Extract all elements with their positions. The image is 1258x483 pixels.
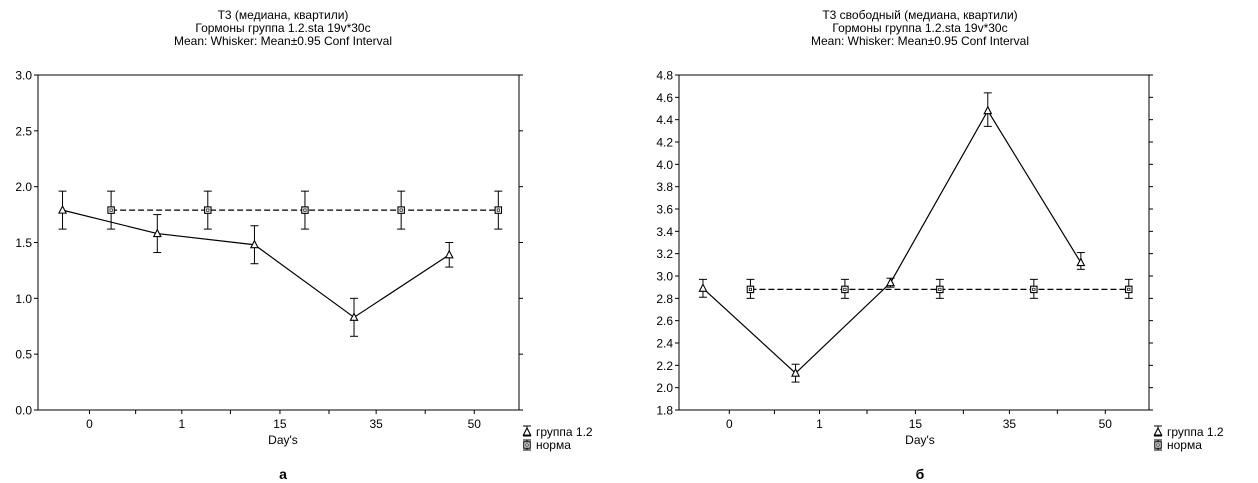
chart-title-line: Mean: Whisker: Mean±0.95 Conf Interval xyxy=(174,34,392,48)
data-point-triangle xyxy=(698,283,708,292)
data-point-triangle xyxy=(983,105,993,115)
data-point-square xyxy=(494,206,503,214)
y-tick-label: 2.2 xyxy=(656,359,673,373)
data-point-triangle xyxy=(58,204,68,214)
x-tick-label: 0 xyxy=(86,417,93,431)
data-point-square xyxy=(936,285,944,294)
y-tick-label: 3.8 xyxy=(656,180,673,194)
data-point-square xyxy=(397,206,405,214)
x-axis-label: Day's xyxy=(268,433,298,447)
y-tick-label: 2.4 xyxy=(656,337,673,351)
y-tick-label: 2.8 xyxy=(656,292,673,306)
chart-title-line: Гормоны группа 1.2.sta 19v*30c xyxy=(195,21,370,35)
data-point-square-inner xyxy=(1032,287,1036,291)
legend-label-group: группа 1.2 xyxy=(1167,425,1224,439)
y-tick-label: 2.5 xyxy=(15,124,32,138)
series-group xyxy=(698,92,1086,383)
data-point-square-inner xyxy=(748,287,752,291)
x-axis-label: Day's xyxy=(905,433,935,447)
y-tick-label: 3.2 xyxy=(656,247,673,261)
y-tick-label: 4.4 xyxy=(656,113,673,127)
data-point-triangle xyxy=(791,367,801,377)
chart-title-line: Гормоны группа 1.2.sta 19v*30c xyxy=(832,21,1007,35)
y-tick-label: 1.5 xyxy=(15,236,32,250)
plot-frame xyxy=(678,74,1150,411)
chart-title-line: Mean: Whisker: Mean±0.95 Conf Interval xyxy=(811,34,1029,48)
data-point-triangle xyxy=(1076,257,1086,267)
y-tick-label: 3.0 xyxy=(656,270,673,284)
data-point-square xyxy=(107,206,115,214)
legend-label-norm: норма xyxy=(1167,438,1202,452)
data-point-triangle xyxy=(152,228,162,238)
x-tick-label: 1 xyxy=(178,417,185,431)
data-point-triangle xyxy=(249,239,259,249)
chart-title-line: T3 свободный (медиана, квартили) xyxy=(822,8,1017,22)
legend-marker-square-inner xyxy=(1156,443,1160,447)
series-group xyxy=(58,190,454,337)
series-line xyxy=(702,109,1082,374)
legend-label-norm: норма xyxy=(536,438,571,452)
legend-marker-square xyxy=(1154,441,1162,449)
series-norm xyxy=(107,190,503,230)
x-tick-label: 35 xyxy=(1003,417,1017,431)
data-point-square xyxy=(746,285,755,294)
data-point-square-inner xyxy=(109,208,113,212)
x-tick-label: 50 xyxy=(1099,417,1113,431)
data-point-square-inner xyxy=(496,208,500,212)
y-tick-label: 4.6 xyxy=(656,91,673,105)
data-point-square-inner xyxy=(303,208,307,212)
y-tick-label: 3.0 xyxy=(15,69,32,83)
panel-label: а xyxy=(279,466,287,482)
y-tick-label: 4.8 xyxy=(656,69,673,83)
data-point-square xyxy=(301,206,309,214)
legend-marker-square xyxy=(523,441,531,449)
data-point-square-inner xyxy=(399,208,403,212)
y-tick-label: 2.6 xyxy=(656,314,673,328)
data-point-square xyxy=(1125,285,1133,294)
y-tick-label: 4.2 xyxy=(656,136,673,150)
y-tick-label: 1.0 xyxy=(15,292,32,306)
data-point-square xyxy=(841,285,849,294)
y-tick-label: 2.0 xyxy=(15,180,32,194)
data-point-square-inner xyxy=(938,287,942,291)
y-tick-label: 0.5 xyxy=(15,348,32,362)
chart-panel-2: T3 свободный (медиана, квартили)Гормоны … xyxy=(656,8,1224,482)
chart-title-line: T3 (медиана, квартили) xyxy=(218,8,349,22)
data-point-square xyxy=(1030,285,1038,294)
x-tick-label: 50 xyxy=(468,417,482,431)
x-tick-label: 1 xyxy=(816,417,823,431)
y-tick-label: 3.4 xyxy=(656,225,673,239)
data-point-square xyxy=(204,206,212,214)
legend-marker-triangle xyxy=(1153,426,1163,436)
series-norm xyxy=(746,278,1133,299)
chart-panel-1: T3 (медиана, квартили)Гормоны группа 1.2… xyxy=(15,8,593,482)
panel-label: б xyxy=(916,466,925,482)
x-tick-label: 0 xyxy=(726,417,733,431)
data-point-triangle xyxy=(885,277,896,287)
y-tick-label: 1.8 xyxy=(656,404,673,418)
data-point-square-inner xyxy=(843,287,847,291)
data-point-triangle xyxy=(444,249,454,259)
x-tick-label: 35 xyxy=(369,417,383,431)
x-tick-label: 15 xyxy=(909,417,923,431)
y-tick-label: 2.0 xyxy=(656,381,673,395)
data-point-triangle xyxy=(349,312,359,321)
data-point-square-inner xyxy=(1127,287,1131,291)
y-tick-label: 4.0 xyxy=(656,158,673,172)
y-tick-label: 0.0 xyxy=(15,404,32,418)
data-point-square-inner xyxy=(206,208,210,212)
y-tick-label: 3.6 xyxy=(656,203,673,217)
legend-label-group: группа 1.2 xyxy=(536,425,593,439)
x-tick-label: 15 xyxy=(273,417,287,431)
legend-marker-square-inner xyxy=(525,443,529,447)
legend-marker-triangle xyxy=(522,426,532,436)
